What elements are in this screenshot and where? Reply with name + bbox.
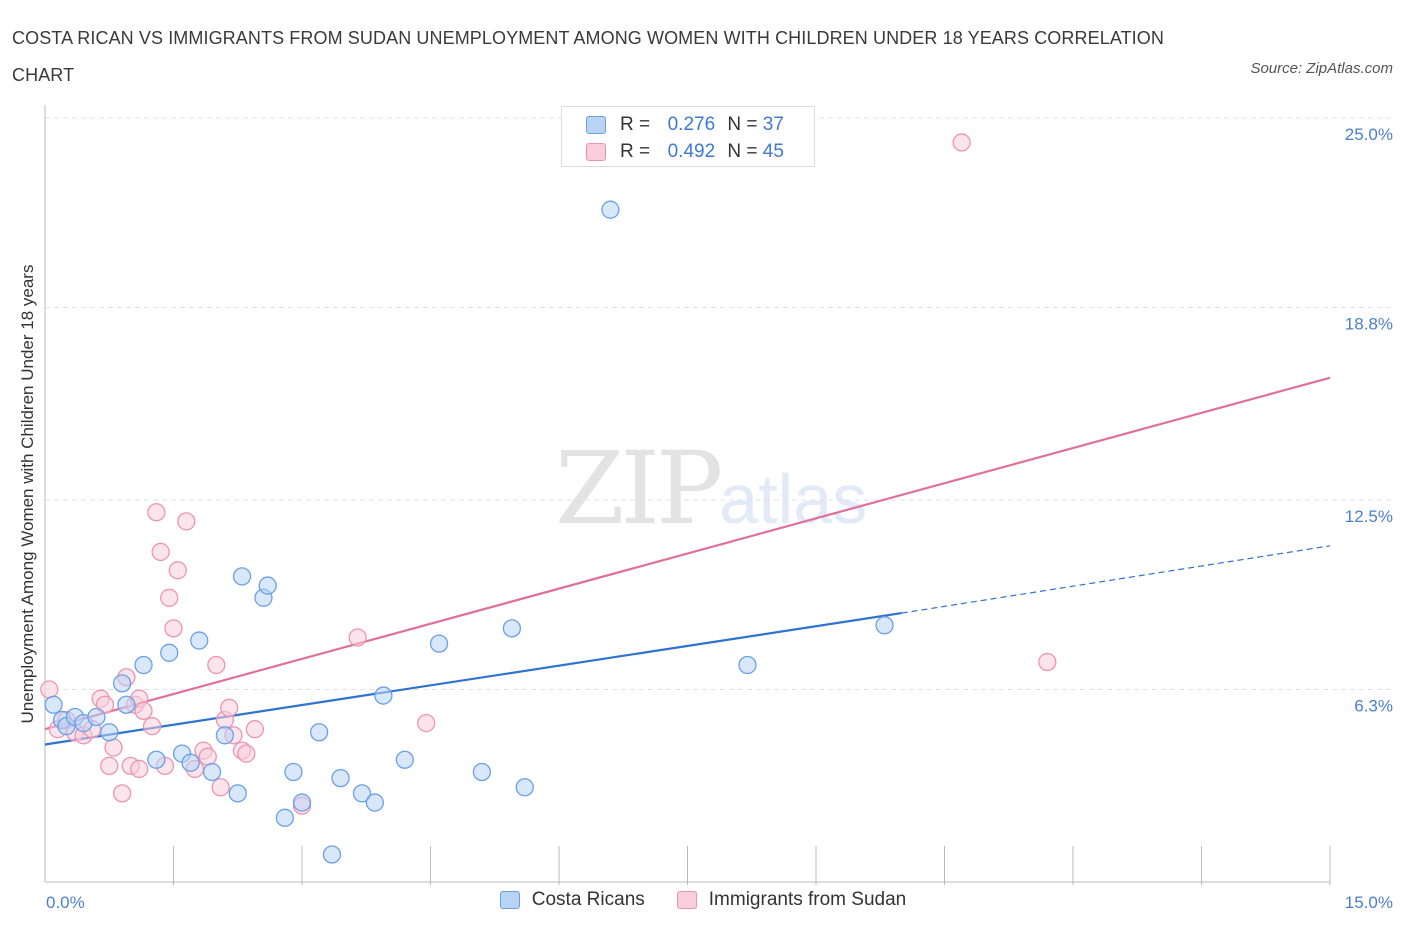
costa-rican-point <box>374 686 393 705</box>
costa-rican-point <box>352 784 372 803</box>
costa-rican-point <box>134 655 153 675</box>
trend-lines <box>44 376 1331 746</box>
r-value: 0.492 <box>667 141 716 162</box>
costa-rican-point <box>738 655 757 675</box>
r-value: 0.276 <box>667 114 716 135</box>
costa-ricans-trend-line <box>44 611 902 746</box>
sudan-point <box>348 628 367 647</box>
costa-rican-point <box>215 726 235 745</box>
sudan-point <box>164 619 183 638</box>
series-legend: Costa Ricans Immigrants from Sudan <box>0 889 1406 911</box>
tick-labels: 6.3% 12.5% 18.8% 25.0% 0.0% 15.0% <box>46 125 1393 912</box>
sudan-point <box>147 503 166 522</box>
costa-rican-point <box>601 200 620 219</box>
costa-rican-point <box>275 808 295 827</box>
costa-rican-point <box>160 643 179 662</box>
sudan-point <box>40 680 59 699</box>
sudan-point <box>211 778 230 797</box>
sudan-point <box>417 713 436 733</box>
n-value: 45 <box>762 141 784 162</box>
costa-rican-point <box>232 567 252 586</box>
legend-label: Costa Ricans <box>531 889 645 910</box>
sudan-point <box>151 542 170 562</box>
costa-rican-point <box>472 762 492 782</box>
sudan-point <box>104 738 123 757</box>
costa-rican-point <box>515 778 534 797</box>
costa-rican-point <box>112 674 132 693</box>
costa-rican-point <box>395 750 414 769</box>
sudan-point <box>245 720 265 739</box>
costa-rican-point <box>147 750 166 769</box>
x-tick-label-min: 0.0% <box>46 893 85 912</box>
sudan-point <box>207 655 226 675</box>
n-value: 37 <box>762 114 784 135</box>
costa-rican-point <box>875 616 894 635</box>
legend-item-costa-ricans[interactable]: Costa Ricans <box>499 889 645 911</box>
sudan-point <box>1038 652 1057 672</box>
costa-rican-point <box>284 762 303 782</box>
costa-rican-point <box>181 753 200 772</box>
sudan-point <box>160 588 179 607</box>
watermark-zip: ZIP <box>555 430 723 547</box>
costa-rican-point <box>228 784 247 803</box>
sudan-swatch <box>676 891 697 909</box>
r-label: R = <box>620 141 651 162</box>
sudan-point <box>168 561 187 580</box>
sudan-point <box>112 784 132 803</box>
sudan-point <box>134 701 153 721</box>
costa-rican-point <box>202 762 222 782</box>
costa-rican-point <box>258 576 277 595</box>
axes <box>44 105 1331 885</box>
r-label: R = <box>620 114 651 135</box>
y-tick-label: 12.5% <box>1345 507 1393 526</box>
chart-title: COSTA RICAN VS IMMIGRANTS FROM SUDAN UNE… <box>12 28 1164 85</box>
source-label: Source: ZipAtlas.com <box>1250 60 1393 77</box>
sudan-point <box>952 133 971 152</box>
n-label: N = <box>727 114 758 135</box>
costa-ricans-trend-extension <box>901 545 1331 614</box>
costa-rican-point <box>100 723 119 742</box>
sudan-point <box>198 747 217 766</box>
costa-rican-point <box>429 634 449 653</box>
sudan-trend-line <box>44 376 1331 731</box>
grid <box>45 117 1395 690</box>
costa-rican-point <box>502 619 522 638</box>
costa-rican-point <box>44 695 63 714</box>
y-tick-label: 6.3% <box>1354 696 1393 715</box>
costa-rican-point <box>292 793 312 812</box>
sudan-point <box>220 698 239 717</box>
legend-item-sudan[interactable]: Immigrants from Sudan <box>676 889 907 911</box>
sudan-point <box>237 744 256 763</box>
legend-row-costa-ricans: R = 0.276 N = 37 <box>586 112 784 138</box>
y-tick-label: 18.8% <box>1345 314 1393 333</box>
costa-rican-point <box>309 723 329 742</box>
n-label: N = <box>727 141 758 162</box>
costa-ricans-swatch <box>499 891 520 909</box>
sudan-swatch <box>586 143 606 161</box>
sudan-point <box>100 756 119 776</box>
x-tick-label-max: 15.0% <box>1345 893 1393 912</box>
costa-rican-point <box>322 845 342 864</box>
sudan-point <box>142 716 162 736</box>
costa-rican-point <box>331 768 350 788</box>
data-points <box>40 133 1057 864</box>
costa-rican-point <box>87 707 106 727</box>
sudan-point <box>130 759 149 779</box>
costa-ricans-swatch <box>586 116 606 134</box>
costa-rican-point <box>117 695 136 714</box>
legend-label: Immigrants from Sudan <box>708 889 907 910</box>
sudan-point <box>177 512 196 531</box>
costa-rican-point <box>365 793 384 812</box>
y-tick-label: 25.0% <box>1345 125 1393 144</box>
correlation-legend: R = 0.276 N = 37 R = 0.492 N = 45 <box>561 106 815 167</box>
costa-rican-point <box>190 631 209 650</box>
legend-row-sudan: R = 0.492 N = 45 <box>586 139 784 165</box>
